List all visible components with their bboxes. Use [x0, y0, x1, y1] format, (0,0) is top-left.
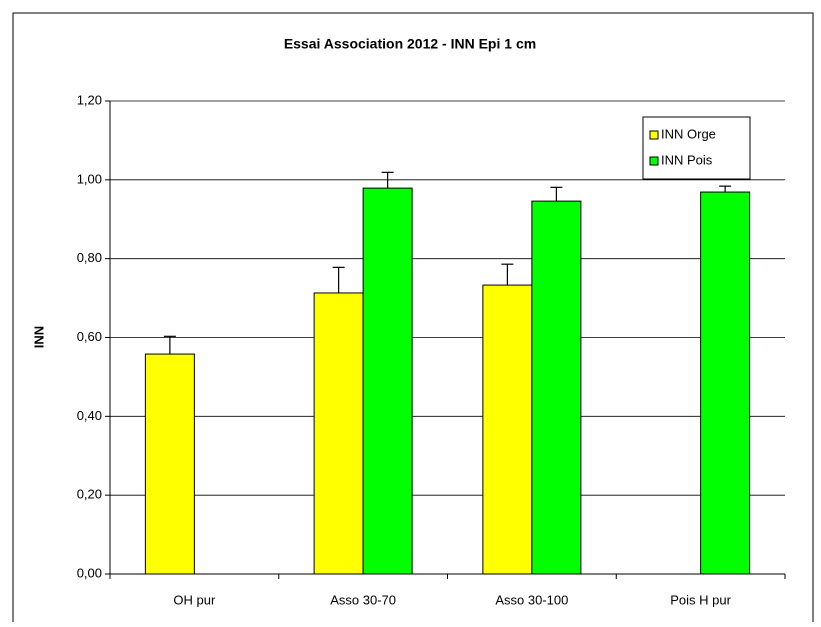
x-tick-label: Asso 30-70 [330, 592, 396, 607]
y-tick-label: 0,40 [77, 408, 102, 423]
x-tick-label: Asso 30-100 [495, 592, 568, 607]
y-tick-label: 0,20 [77, 487, 102, 502]
bar [700, 191, 751, 575]
y-tick-label: 1,00 [77, 171, 102, 186]
chart-frame [12, 12, 814, 627]
bar [144, 353, 195, 575]
bar [362, 187, 413, 575]
y-tick-label: 0,60 [77, 329, 102, 344]
y-axis-label: INN [31, 326, 46, 348]
bar [531, 200, 582, 575]
bar [482, 284, 533, 575]
legend-box [642, 116, 751, 180]
legend-swatch [649, 130, 659, 140]
x-tick-label: Pois H pur [670, 592, 731, 607]
legend-label: INN Pois [661, 152, 713, 167]
y-tick-label: 0,00 [77, 565, 102, 580]
y-tick-label: 1,20 [77, 92, 102, 107]
bar [313, 292, 364, 575]
legend-label: INN Orge [661, 126, 716, 141]
legend-swatch [649, 156, 659, 166]
chart-title: Essai Association 2012 - INN Epi 1 cm [284, 36, 536, 52]
y-tick-label: 0,80 [77, 250, 102, 265]
x-tick-label: OH pur [173, 592, 216, 607]
